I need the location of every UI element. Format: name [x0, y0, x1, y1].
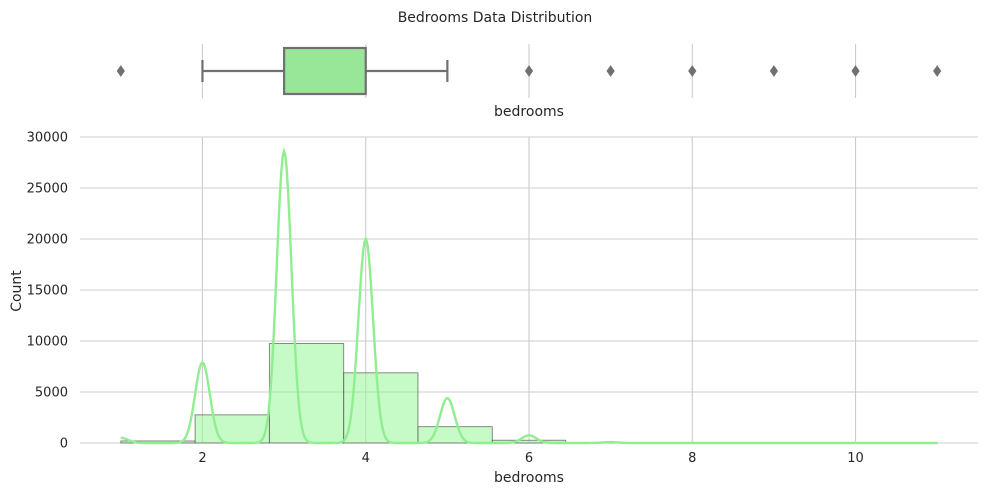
histogram-x-axis-label: bedrooms: [494, 470, 564, 486]
boxplot-outlier-2: [607, 66, 614, 76]
y-tick-labels: 0 5000 10000 15000 20000 25000 30000: [27, 131, 68, 452]
x-tick-label-4: 10: [847, 451, 864, 466]
x-tick-label-3: 8: [688, 451, 696, 466]
boxplot-outlier-3: [689, 66, 696, 76]
histogram-bar-1: [195, 415, 269, 443]
histogram-y-axis-label: Count: [9, 270, 25, 312]
boxplot-box: [284, 48, 366, 94]
boxplot-outlier-1: [526, 66, 533, 76]
boxplot-outlier-4: [770, 66, 777, 76]
x-tick-label-2: 6: [525, 451, 533, 466]
boxplot-outlier-6: [934, 66, 941, 76]
chart-title: Bedrooms Data Distribution: [398, 10, 593, 26]
x-tick-label-1: 4: [362, 451, 370, 466]
y-tick-label-0: 0: [60, 437, 68, 452]
boxplot-outlier-5: [852, 66, 859, 76]
x-tick-labels: 2 4 6 8 10: [198, 451, 864, 466]
y-tick-label-4: 20000: [27, 233, 68, 248]
histogram-grid: [80, 137, 978, 443]
x-tick-label-0: 2: [198, 451, 206, 466]
y-tick-label-3: 15000: [27, 284, 68, 299]
boxplot-outlier-0: [117, 66, 124, 76]
y-tick-label-2: 10000: [27, 335, 68, 350]
y-tick-label-6: 30000: [27, 131, 68, 146]
y-tick-label-1: 5000: [35, 386, 68, 401]
histogram-bar-2: [269, 344, 343, 443]
boxplot-x-axis-label: bedrooms: [494, 104, 564, 120]
y-tick-label-5: 25000: [27, 182, 68, 197]
